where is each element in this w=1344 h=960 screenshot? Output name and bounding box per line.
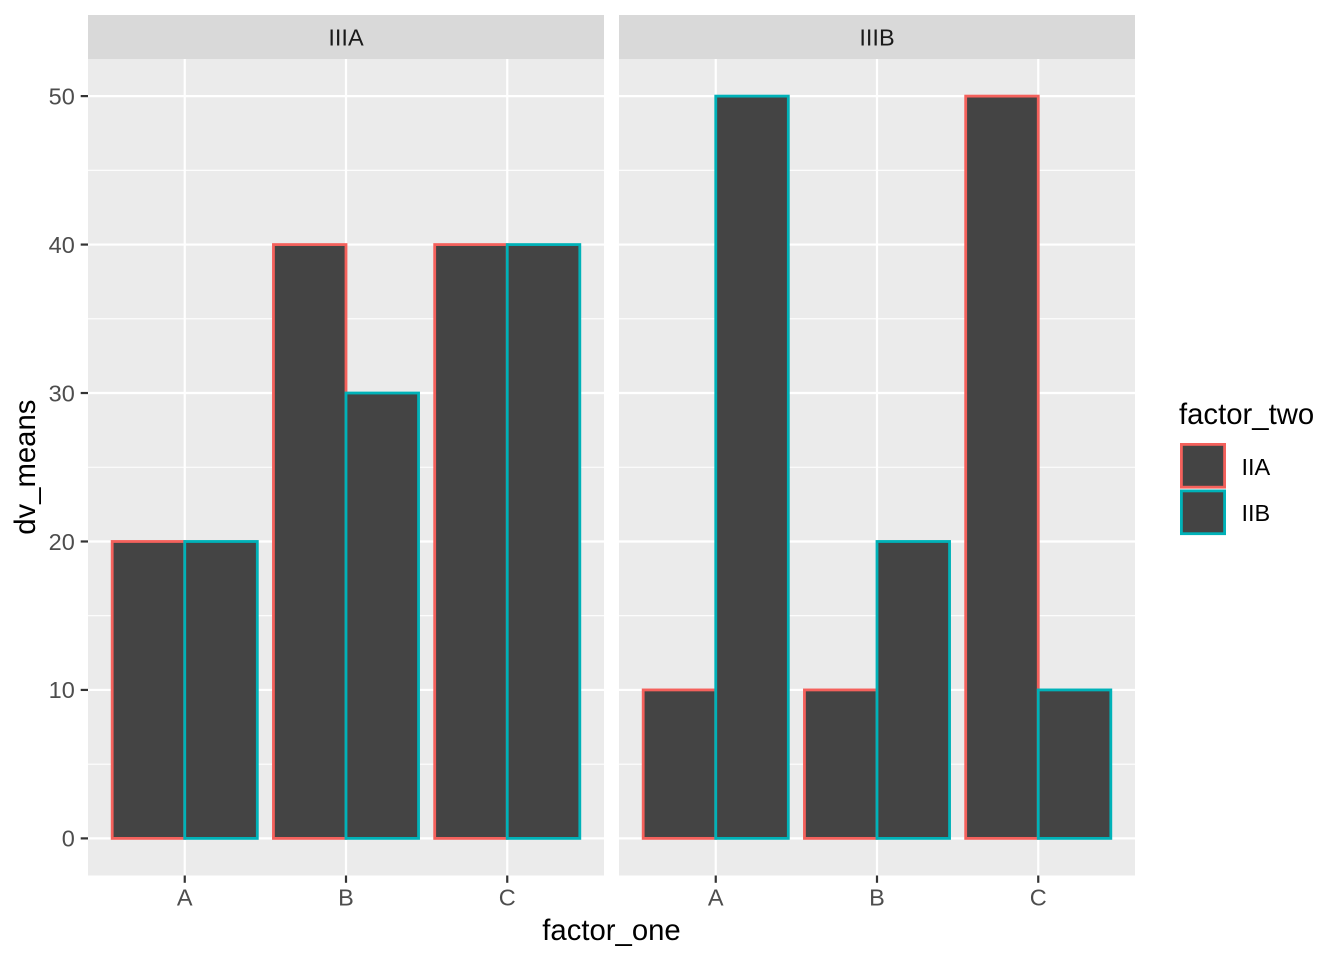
svg-text:30: 30 (49, 380, 75, 406)
svg-text:40: 40 (49, 232, 75, 258)
svg-text:IIB: IIB (1242, 500, 1271, 526)
svg-text:A: A (177, 885, 193, 911)
svg-text:B: B (338, 885, 354, 911)
svg-text:C: C (1030, 885, 1047, 911)
svg-text:B: B (869, 885, 885, 911)
svg-text:IIA: IIA (1242, 454, 1271, 480)
svg-text:20: 20 (49, 529, 75, 555)
svg-text:A: A (708, 885, 724, 911)
svg-text:factor_two: factor_two (1179, 398, 1314, 431)
svg-text:50: 50 (49, 83, 75, 109)
svg-text:dv_means: dv_means (9, 400, 42, 535)
svg-text:factor_one: factor_one (542, 914, 680, 947)
svg-text:C: C (499, 885, 516, 911)
svg-text:0: 0 (62, 826, 75, 852)
svg-text:10: 10 (49, 677, 75, 703)
svg-text:IIIA: IIIA (328, 24, 364, 50)
svg-text:IIIB: IIIB (859, 24, 894, 50)
